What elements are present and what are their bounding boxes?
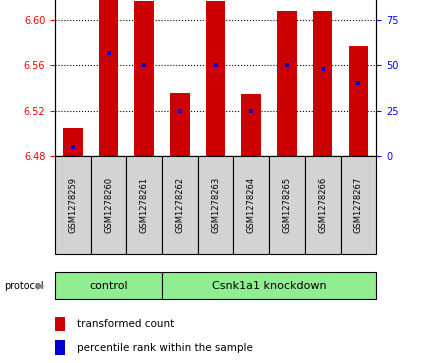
Bar — [162, 272, 376, 299]
Text: GSM1278266: GSM1278266 — [318, 177, 327, 233]
Bar — [348, 46, 368, 156]
Bar — [242, 94, 261, 156]
Bar — [134, 1, 154, 156]
Text: GSM1278259: GSM1278259 — [68, 177, 77, 233]
Bar — [55, 272, 162, 299]
Text: percentile rank within the sample: percentile rank within the sample — [77, 343, 253, 352]
Bar — [63, 128, 83, 156]
Text: GSM1278267: GSM1278267 — [354, 177, 363, 233]
Bar — [313, 11, 333, 156]
Text: GSM1278264: GSM1278264 — [247, 177, 256, 233]
Bar — [305, 156, 341, 254]
Bar — [206, 1, 225, 156]
Text: GSM1278263: GSM1278263 — [211, 177, 220, 233]
Bar — [170, 93, 190, 156]
Text: transformed count: transformed count — [77, 319, 175, 329]
Bar — [341, 156, 376, 254]
Text: GSM1278260: GSM1278260 — [104, 177, 113, 233]
Bar — [269, 156, 305, 254]
Bar — [234, 156, 269, 254]
Bar — [55, 156, 91, 254]
Text: GSM1278265: GSM1278265 — [282, 177, 291, 233]
Text: GSM1278261: GSM1278261 — [140, 177, 149, 233]
Bar — [198, 156, 234, 254]
Text: Csnk1a1 knockdown: Csnk1a1 knockdown — [212, 281, 326, 291]
Bar — [277, 11, 297, 156]
Text: GSM1278262: GSM1278262 — [176, 177, 184, 233]
Bar — [55, 340, 65, 355]
Text: protocol: protocol — [4, 281, 44, 291]
Bar — [162, 156, 198, 254]
Text: control: control — [89, 281, 128, 291]
Bar — [99, 0, 118, 156]
Bar — [55, 317, 65, 331]
Bar — [126, 156, 162, 254]
Bar — [91, 156, 126, 254]
Text: ▶: ▶ — [37, 281, 45, 291]
